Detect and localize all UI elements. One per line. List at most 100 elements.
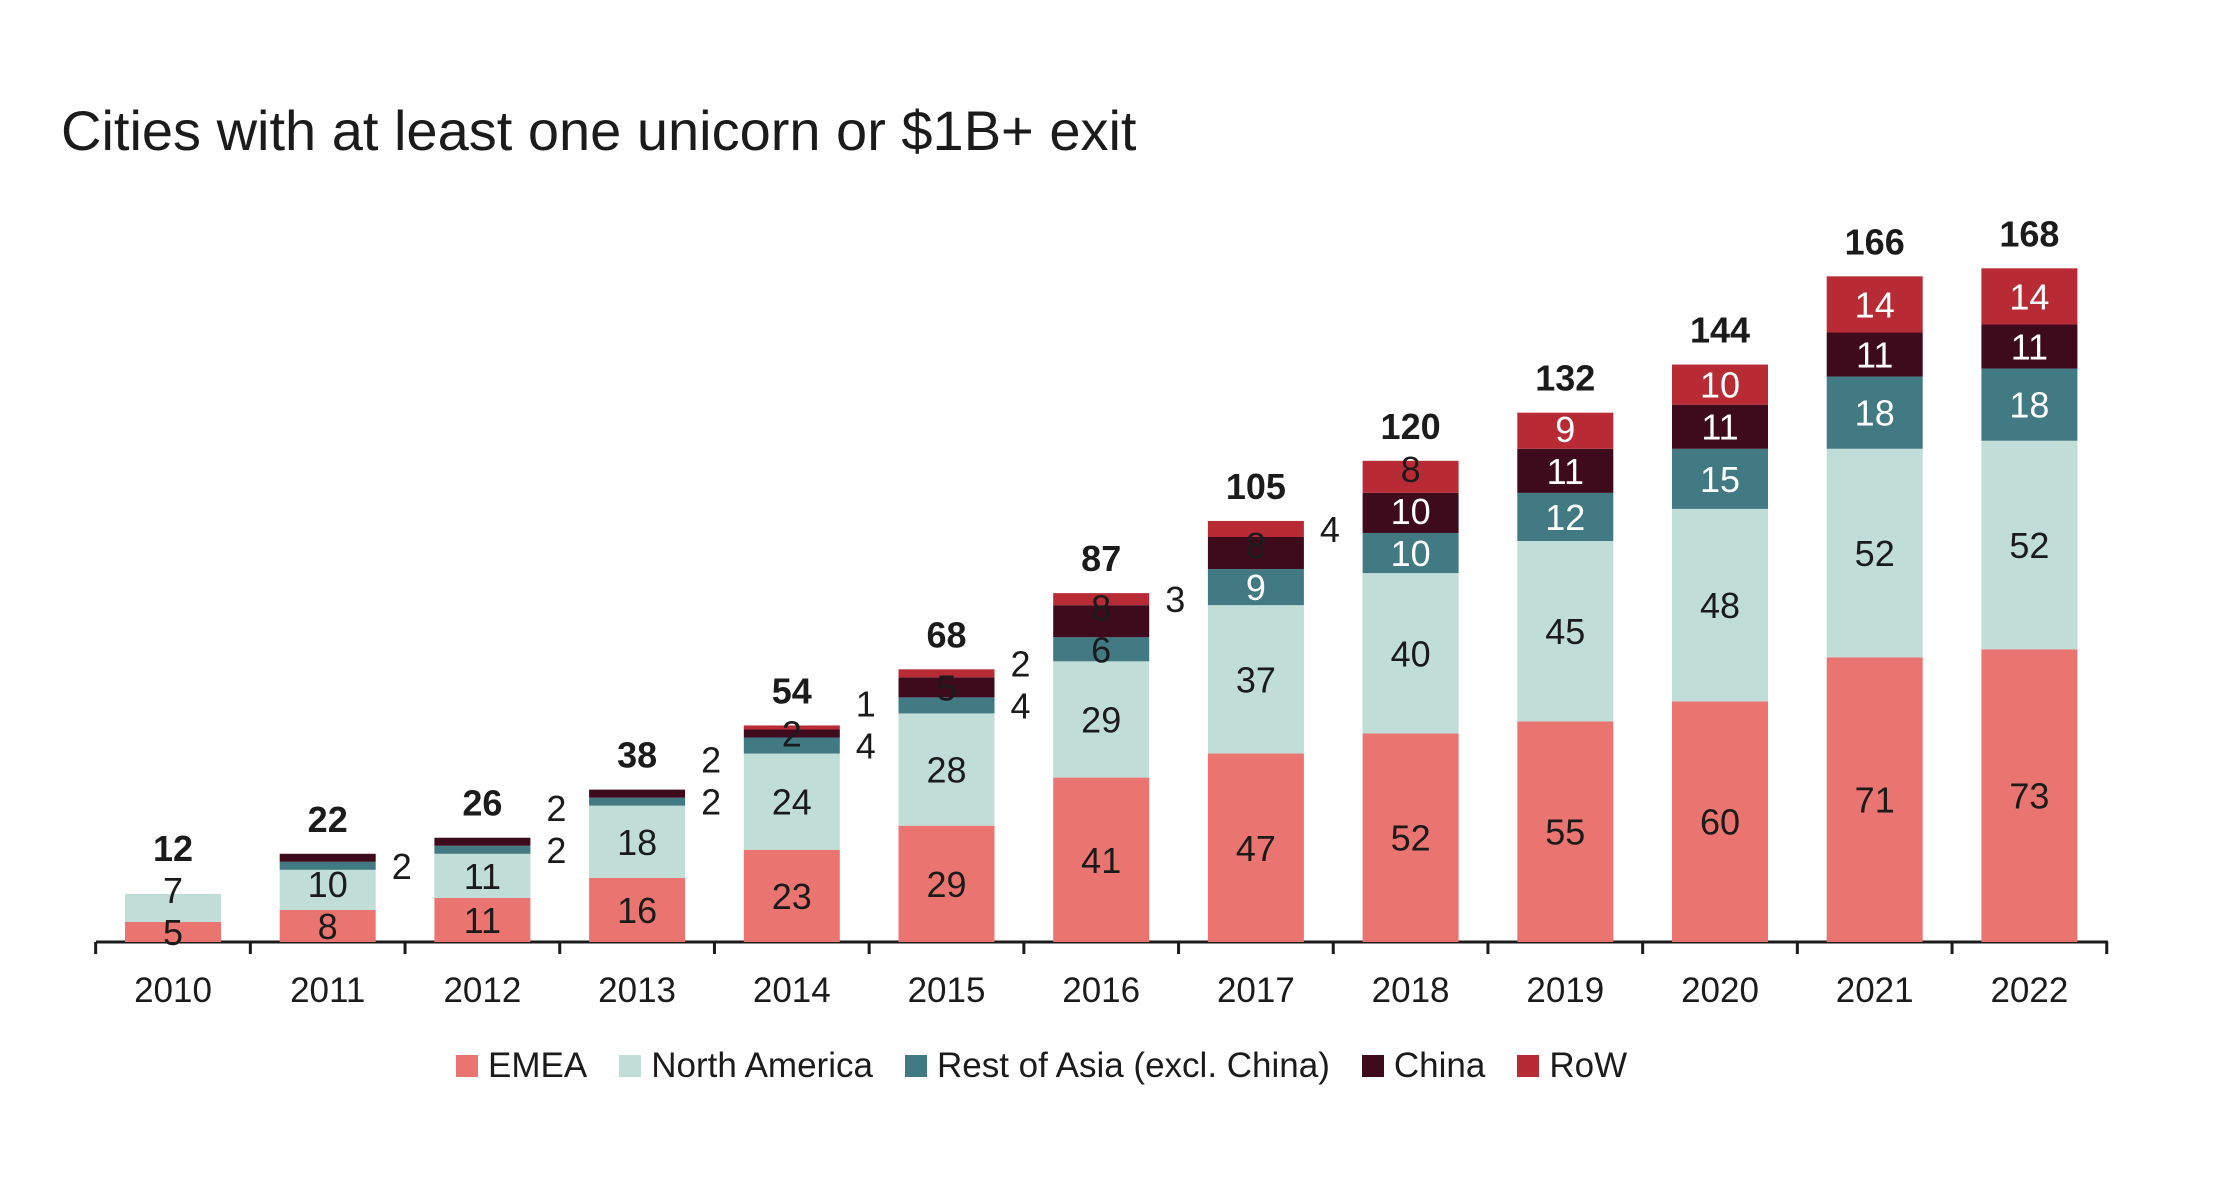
total-label: 87 (1081, 538, 1121, 579)
x-tick-label: 2011 (290, 971, 365, 1010)
bar-segment-rest-of-asia-excl-china- (1672, 448, 1768, 509)
legend: EMEA North America Rest of Asia (excl. Chi… (456, 1046, 1641, 1086)
segment-value-label: 10 (1391, 491, 1431, 532)
bar-segment-rest-of-asia-excl-china- (1517, 492, 1614, 541)
bar-segment-china (434, 837, 531, 846)
legend-label: North America (651, 1046, 873, 1085)
legend-label: Rest of Asia (excl. China) (936, 1046, 1330, 1085)
segment-value-label: 11 (464, 856, 501, 897)
segment-value-label: 60 (1700, 802, 1740, 843)
segment-value-label-outside: 2 (392, 846, 412, 887)
segment-value-label: 52 (2009, 525, 2049, 566)
bar-segment-north-america (279, 869, 376, 910)
segment-value-label: 18 (2009, 385, 2049, 426)
bar-segment-row (1053, 593, 1150, 606)
bar-segment-emea (743, 849, 840, 942)
bar-segment-rest-of-asia-excl-china- (1362, 532, 1459, 574)
bar-segment-rest-of-asia-excl-china- (279, 861, 376, 870)
bar-segment-north-america (589, 805, 686, 878)
x-tick-label: 2019 (1526, 971, 1604, 1010)
bar-segment-emea (125, 921, 221, 942)
bar-segment-china (1826, 332, 1923, 377)
bar-segment-emea (1207, 753, 1304, 942)
total-label: 144 (1690, 310, 1750, 351)
segment-value-label: 47 (1236, 828, 1276, 869)
segment-value-label: 28 (926, 750, 966, 791)
segment-value-label: 11 (2011, 327, 2048, 368)
x-tick-label: 2015 (908, 971, 986, 1010)
bar-segment-emea (279, 909, 376, 942)
segment-value-label: 40 (1391, 633, 1431, 674)
x-tick-label: 2018 (1372, 971, 1450, 1010)
segment-value-label: 2 (782, 713, 802, 754)
bar-segment-north-america (125, 893, 221, 922)
segment-value-label-outside: 2 (546, 830, 566, 871)
bar-segment-north-america (1826, 448, 1923, 658)
segment-value-label: 52 (1391, 818, 1431, 859)
segment-value-label: 11 (1547, 451, 1584, 492)
bar-segment-china (1053, 605, 1150, 638)
bar-segment-rest-of-asia-excl-china- (1981, 368, 2078, 441)
x-tick-label: 2014 (753, 971, 831, 1010)
total-label: 38 (617, 735, 657, 776)
segment-value-label: 5 (163, 912, 183, 953)
segment-value-label: 7 (163, 870, 183, 911)
total-label: 12 (153, 828, 193, 869)
bar-segment-north-america (1207, 605, 1304, 754)
segment-value-label-outside: 2 (701, 782, 721, 823)
bar-segment-rest-of-asia-excl-china- (1207, 569, 1304, 606)
segment-value-label: 10 (308, 864, 348, 905)
segment-value-label-outside: 3 (1165, 579, 1185, 620)
legend-swatch (1361, 1055, 1384, 1077)
bar-segment-row (1517, 412, 1614, 449)
x-tick-label: 2010 (134, 971, 212, 1010)
segment-value-label-outside: 4 (856, 726, 876, 767)
legend-swatch (619, 1055, 642, 1077)
bar-segment-rest-of-asia-excl-china- (589, 797, 686, 806)
bar-segment-china (743, 729, 840, 738)
bar-segment-rest-of-asia-excl-china- (434, 845, 531, 854)
bar-segment-row (1826, 276, 1923, 333)
bar-segment-china (1672, 404, 1768, 449)
legend-item: EMEA (456, 1046, 587, 1086)
bar-segment-china (1207, 536, 1304, 570)
total-label: 68 (926, 614, 966, 655)
segment-value-label: 73 (2009, 776, 2049, 817)
bar-segment-emea (1517, 721, 1614, 942)
segment-value-label: 14 (1855, 284, 1895, 325)
segment-value-label-outside: 4 (1320, 509, 1340, 550)
bar-segment-china (1517, 448, 1614, 493)
bar-segment-row (898, 669, 995, 678)
segment-value-label-outside: 2 (1011, 643, 1031, 684)
bar-segment-rest-of-asia-excl-china- (898, 697, 995, 714)
total-label: 26 (462, 783, 502, 824)
x-tick-label: 2020 (1681, 971, 1759, 1010)
chart-title: Cities with at least one unicorn or $1B+… (61, 99, 1137, 162)
legend-item: North America (619, 1046, 873, 1086)
total-label: 120 (1381, 406, 1441, 447)
segment-value-label: 52 (1855, 533, 1895, 574)
total-label: 166 (1845, 221, 1905, 262)
bar-segment-emea (1672, 701, 1768, 942)
bar-segment-emea (898, 825, 995, 942)
legend-label: China (1393, 1046, 1486, 1085)
segment-value-label: 10 (1700, 365, 1740, 406)
segment-value-label: 16 (617, 890, 657, 931)
bar-segment-north-america (743, 753, 840, 850)
legend-swatch (456, 1055, 478, 1077)
total-label: 132 (1535, 358, 1595, 399)
bar-segment-row (1981, 268, 2078, 325)
x-tick-label: 2012 (443, 971, 521, 1010)
segment-value-label: 18 (617, 822, 657, 863)
bar-segment-rest-of-asia-excl-china- (1053, 637, 1150, 662)
legend-swatch (904, 1055, 927, 1077)
bar-segment-china (279, 853, 376, 862)
segment-value-label: 15 (1700, 459, 1740, 500)
legend-item: China (1361, 1046, 1486, 1086)
segment-value-label: 45 (1545, 611, 1585, 652)
bar-segment-north-america (1517, 541, 1614, 722)
segment-value-label: 23 (772, 876, 812, 917)
legend-label: RoW (1549, 1046, 1628, 1085)
bar-segment-emea (434, 897, 531, 942)
bar-segment-rest-of-asia-excl-china- (1826, 376, 1923, 449)
